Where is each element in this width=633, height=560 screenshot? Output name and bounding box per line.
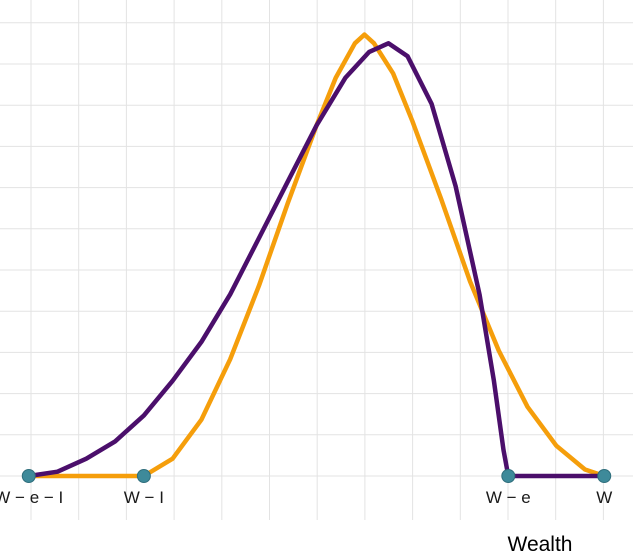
axis-marker-1: [21, 469, 36, 483]
axis-markers: [21, 469, 612, 483]
series-lines: [26, 32, 607, 479]
axis-marker-4: [597, 469, 612, 483]
x-tick-label-1: W − e − I: [0, 488, 63, 507]
axis-marker-3: [501, 469, 516, 483]
x-axis-title: Wealth: [508, 533, 573, 556]
x-tick-label-3: W − e: [486, 488, 531, 507]
grid: [0, 0, 633, 520]
x-tick-label-4: W: [596, 488, 612, 507]
axis-marker-2: [136, 469, 151, 483]
series-line-2: [26, 41, 607, 479]
series-line-1: [26, 32, 607, 479]
x-tick-label-2: W − I: [124, 488, 164, 507]
